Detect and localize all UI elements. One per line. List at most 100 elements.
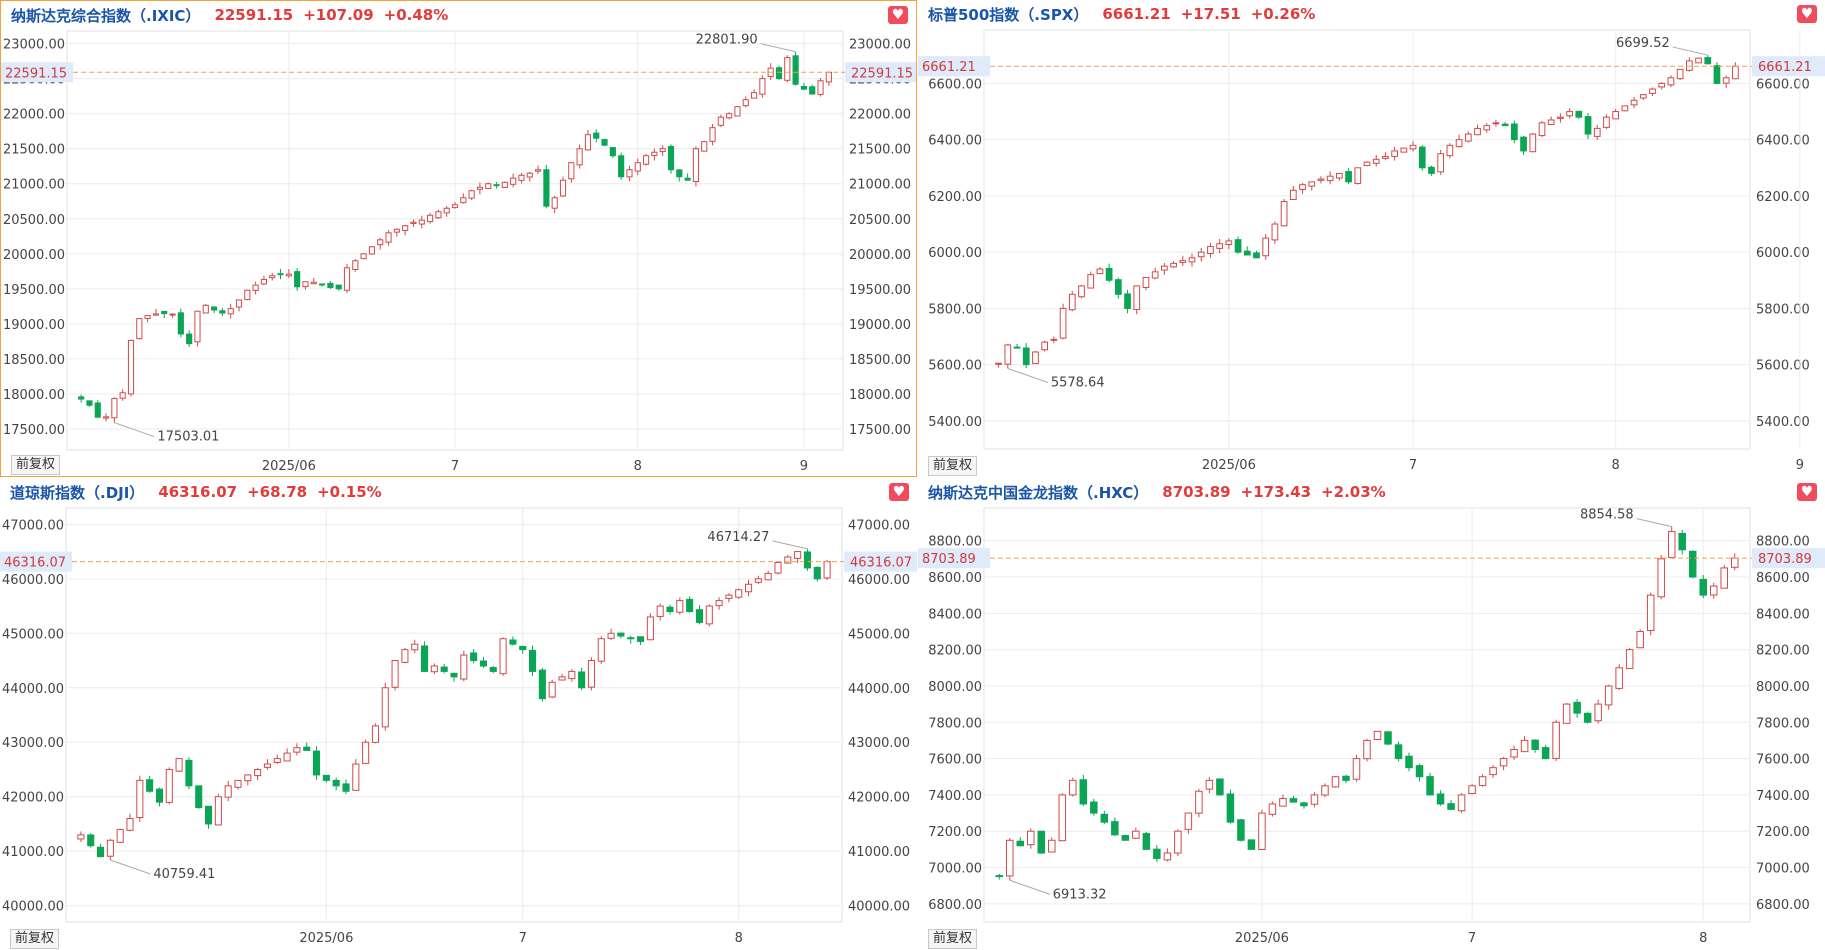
candle-body bbox=[1170, 262, 1177, 268]
high-leader-line bbox=[760, 43, 796, 53]
candle-body bbox=[1437, 153, 1445, 173]
y-tick-label-right: 7400.00 bbox=[1756, 789, 1810, 804]
candle-body bbox=[1391, 150, 1398, 157]
candle-body bbox=[402, 225, 409, 231]
candle-body bbox=[667, 146, 675, 171]
y-tick-label-right: 44000.00 bbox=[848, 682, 910, 697]
candle-body bbox=[319, 283, 326, 286]
candle-body bbox=[175, 758, 183, 772]
candle-body bbox=[1372, 158, 1380, 164]
candle-body bbox=[1096, 268, 1104, 275]
candle-body bbox=[332, 779, 340, 787]
low-label: 17503.01 bbox=[157, 430, 219, 445]
candle-body bbox=[1289, 798, 1298, 803]
y-tick-label-right: 20000.00 bbox=[849, 248, 911, 263]
index-title[interactable]: 纳斯达克中国金龙指数（.HXC） bbox=[928, 483, 1149, 502]
heart-icon[interactable]: ♥ bbox=[1797, 5, 1817, 23]
chart-panel-spx[interactable]: 标普500指数（.SPX） 6661.21 +17.51 +0.26% ♥ 54… bbox=[918, 0, 1825, 477]
y-tick-label-right: 17500.00 bbox=[849, 423, 911, 438]
price-tag-right-text: 6661.21 bbox=[1758, 60, 1812, 75]
candle-body bbox=[1501, 123, 1509, 127]
candle-body bbox=[1612, 111, 1620, 120]
candle-body bbox=[252, 284, 259, 291]
candle-body bbox=[335, 284, 342, 290]
panel-header: 标普500指数（.SPX） 6661.21 +17.51 +0.26% bbox=[918, 0, 1825, 28]
panel-header: 纳斯达克中国金龙指数（.HXC） 8703.89 +173.43 +2.03% bbox=[918, 478, 1825, 506]
candle-body bbox=[609, 147, 616, 157]
candle-body bbox=[1446, 144, 1454, 157]
y-tick-label-right: 8200.00 bbox=[1756, 644, 1810, 659]
plot-frame bbox=[983, 507, 1751, 923]
adjust-button[interactable]: 前复权 bbox=[11, 455, 61, 475]
heart-icon[interactable]: ♥ bbox=[889, 483, 909, 501]
candle-body bbox=[1195, 790, 1203, 814]
candle-body bbox=[470, 652, 478, 662]
candle-body bbox=[995, 362, 1002, 365]
y-tick-label-right: 45000.00 bbox=[848, 627, 910, 642]
candle-body bbox=[1124, 293, 1131, 309]
index-title[interactable]: 道琼斯指数（.DJI） bbox=[10, 483, 145, 502]
candle-body bbox=[235, 299, 243, 308]
chart-panel-ixic[interactable]: 纳斯达克综合指数（.IXIC） 22591.15 +107.09 +0.48% … bbox=[0, 0, 917, 477]
y-tick-label-left: 20000.00 bbox=[3, 248, 65, 263]
candle-body bbox=[1625, 649, 1634, 669]
candle-body bbox=[1583, 712, 1592, 723]
candle-body bbox=[1271, 223, 1279, 241]
index-title[interactable]: 标普500指数（.SPX） bbox=[928, 5, 1089, 24]
y-tick-label-left: 21500.00 bbox=[3, 143, 65, 158]
candle-body bbox=[1142, 833, 1151, 850]
price-tag-left bbox=[918, 548, 990, 569]
plot-frame bbox=[65, 507, 843, 923]
candle-body bbox=[1499, 758, 1508, 767]
candle-body bbox=[634, 162, 641, 172]
index-title[interactable]: 纳斯达克综合指数（.IXIC） bbox=[11, 6, 201, 25]
candle-body bbox=[1603, 116, 1610, 128]
y-tick-label-right: 7000.00 bbox=[1756, 862, 1810, 877]
candle-body bbox=[800, 85, 807, 90]
candle-body bbox=[1520, 739, 1529, 753]
candle-body bbox=[501, 181, 508, 188]
candle-body bbox=[327, 282, 334, 289]
candle-body bbox=[214, 796, 222, 826]
y-tick-label-left: 19500.00 bbox=[3, 283, 65, 298]
candle-body bbox=[1188, 257, 1196, 263]
candle-body bbox=[1037, 830, 1046, 854]
low-label: 5578.64 bbox=[1051, 375, 1105, 390]
y-tick-label-right: 8600.00 bbox=[1756, 571, 1810, 586]
index-price: 22591.15 bbox=[214, 6, 294, 24]
y-tick-label-right: 5800.00 bbox=[1756, 302, 1810, 317]
candle-body bbox=[195, 785, 203, 809]
heart-icon[interactable]: ♥ bbox=[888, 6, 908, 24]
candle-body bbox=[155, 788, 163, 803]
chart-panel-hxc[interactable]: 纳斯达克中国金龙指数（.HXC） 8703.89 +173.43 +2.03% … bbox=[918, 478, 1825, 950]
x-tick-label: 8 bbox=[1699, 931, 1707, 946]
adjust-button[interactable]: 前复权 bbox=[928, 456, 978, 476]
adjust-button[interactable]: 前复权 bbox=[10, 929, 60, 949]
candle-body bbox=[440, 666, 448, 672]
candle-body bbox=[302, 281, 309, 288]
candle-body bbox=[460, 197, 467, 204]
candle-body bbox=[1216, 243, 1223, 249]
candle-body bbox=[1317, 178, 1325, 181]
candle-body bbox=[401, 649, 409, 663]
candle-body bbox=[489, 667, 497, 672]
y-tick-label-left: 7200.00 bbox=[928, 825, 982, 840]
candle-body bbox=[1709, 585, 1718, 596]
index-change-percent: +0.15% bbox=[317, 483, 382, 501]
y-tick-label-right: 18500.00 bbox=[849, 353, 911, 368]
price-tag-left-text: 22591.15 bbox=[5, 66, 67, 81]
candle-body bbox=[1688, 550, 1697, 578]
candle-body bbox=[1615, 667, 1623, 689]
heart-icon[interactable]: ♥ bbox=[1797, 483, 1817, 501]
price-tag-left bbox=[918, 56, 990, 77]
candle-body bbox=[1405, 755, 1413, 769]
y-tick-label-right: 21000.00 bbox=[849, 178, 911, 193]
adjust-button[interactable]: 前复权 bbox=[928, 929, 978, 949]
candle-body bbox=[1541, 747, 1550, 760]
chart-panel-dji[interactable]: 道琼斯指数（.DJI） 46316.07 +68.78 +0.15% ♥ 400… bbox=[0, 478, 917, 950]
candle-body bbox=[1575, 110, 1583, 118]
candle-body bbox=[485, 183, 492, 189]
x-tick-label: 2025/06 bbox=[299, 931, 353, 946]
candle-body bbox=[1142, 276, 1150, 288]
candle-body bbox=[1457, 794, 1466, 812]
